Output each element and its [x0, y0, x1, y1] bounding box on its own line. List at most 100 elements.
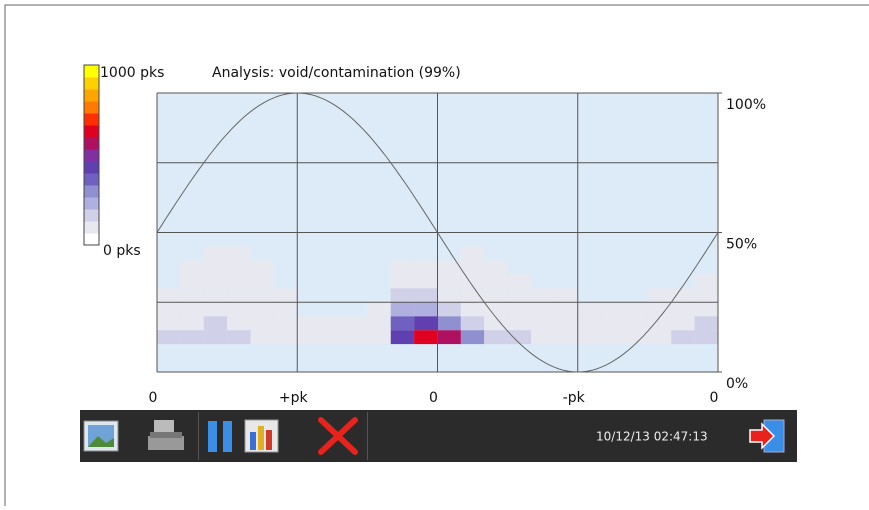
pulse-cell [227, 260, 251, 275]
pulse-cell [437, 302, 461, 317]
pulse-cell [367, 316, 391, 331]
pulse-cell [578, 274, 601, 288]
pulse-cell [227, 246, 251, 261]
pulse-cell [297, 260, 320, 274]
pulse-cell [344, 246, 367, 260]
pulse-cell [414, 274, 438, 289]
pulse-cell [251, 246, 274, 260]
pulse-cell [460, 316, 485, 331]
colorbar-swatch [84, 221, 99, 234]
pulse-cell [157, 316, 181, 331]
colorbar-swatch [84, 185, 99, 198]
exit-button[interactable] [749, 419, 785, 453]
pulse-cell [273, 316, 298, 331]
pulse-cell [578, 260, 601, 274]
pulse-cell [203, 330, 228, 345]
pulse-cell [484, 330, 508, 345]
pulse-cell [274, 274, 297, 288]
pulse-cell [274, 260, 297, 274]
pulse-cell [484, 288, 508, 303]
colorbar-swatch [84, 197, 99, 210]
x-tick-label: 0 [149, 390, 158, 406]
stats-button[interactable] [244, 419, 279, 453]
pulse-cell [157, 260, 180, 274]
pulse-cell [437, 316, 461, 331]
pulse-cell [227, 274, 251, 289]
pulse-cell [484, 260, 508, 275]
pulse-cell [507, 288, 531, 303]
pulse-cell [625, 274, 648, 288]
pulse-cell [227, 330, 251, 345]
pulse-cell [414, 288, 438, 303]
pulse-cell [671, 288, 695, 303]
pulse-cell [438, 246, 461, 260]
pulse-cell [227, 302, 251, 317]
pulse-cell [344, 316, 368, 331]
pulse-cell [531, 288, 555, 303]
reference-sine [156, 92, 719, 373]
pulse-cell [390, 274, 415, 289]
colorbar-swatch [84, 209, 99, 222]
image-button[interactable] [83, 420, 119, 452]
pulse-cell [508, 246, 531, 260]
pulse-cell [671, 302, 695, 317]
pulse-cell [601, 246, 624, 260]
pulse-cell [601, 260, 624, 274]
pulse-cell [367, 246, 390, 260]
pulse-cell [437, 260, 461, 275]
pulse-cell [250, 316, 274, 331]
pulse-cell [367, 302, 391, 317]
pulse-cell [250, 330, 274, 345]
colorbar-swatch [84, 89, 99, 102]
pulse-cell [367, 330, 391, 345]
pulse-cell [647, 288, 672, 303]
pulse-cell [531, 246, 554, 260]
pulse-cell [648, 260, 671, 274]
pulse-cell [577, 302, 602, 317]
pulse-cell [437, 330, 461, 345]
pulse-cell [531, 330, 555, 345]
pulse-cell [180, 274, 204, 289]
pulse-cell [484, 274, 508, 289]
pulse-cell [484, 302, 508, 317]
colorbar-min: 0 pks [103, 243, 141, 259]
colorbar-swatch [84, 113, 99, 126]
pulse-cell [391, 246, 414, 260]
pulse-cell [554, 274, 577, 288]
pulse-cell [671, 330, 695, 345]
pulse-cell [647, 316, 672, 331]
colorbar-swatch [84, 161, 99, 174]
pulse-cell [460, 330, 485, 345]
pulse-cell [297, 246, 320, 260]
pause-button[interactable] [208, 421, 232, 452]
pulse-cell [297, 330, 321, 345]
pulse-cell [180, 302, 204, 317]
pulse-cell [273, 330, 298, 345]
pulse-cell [203, 246, 228, 261]
pulse-cell [321, 260, 344, 274]
pulse-cell [203, 316, 228, 331]
pulse-cell [414, 260, 438, 275]
toolbar-bg [80, 410, 797, 462]
pulse-cell [625, 260, 648, 274]
pulse-cell [507, 302, 531, 317]
print-button[interactable] [148, 420, 184, 450]
pulse-cell [484, 246, 507, 260]
close-button[interactable] [318, 417, 358, 455]
colorbar-swatch [84, 77, 99, 90]
pulse-cell [320, 330, 344, 345]
pulse-cell [671, 316, 695, 331]
pulse-cell [484, 316, 508, 331]
frame [4, 4, 869, 510]
pulse-cell [367, 288, 390, 302]
pulse-cell [344, 288, 367, 302]
pulse-cell [625, 246, 648, 260]
colorbar-swatch [84, 137, 99, 150]
pulse-cell [601, 288, 624, 302]
colorbar-swatch [84, 233, 99, 246]
pulse-cell [694, 330, 718, 345]
pulse-cell [531, 260, 554, 274]
pulse-cell [180, 260, 204, 275]
pulse-cell [344, 330, 368, 345]
